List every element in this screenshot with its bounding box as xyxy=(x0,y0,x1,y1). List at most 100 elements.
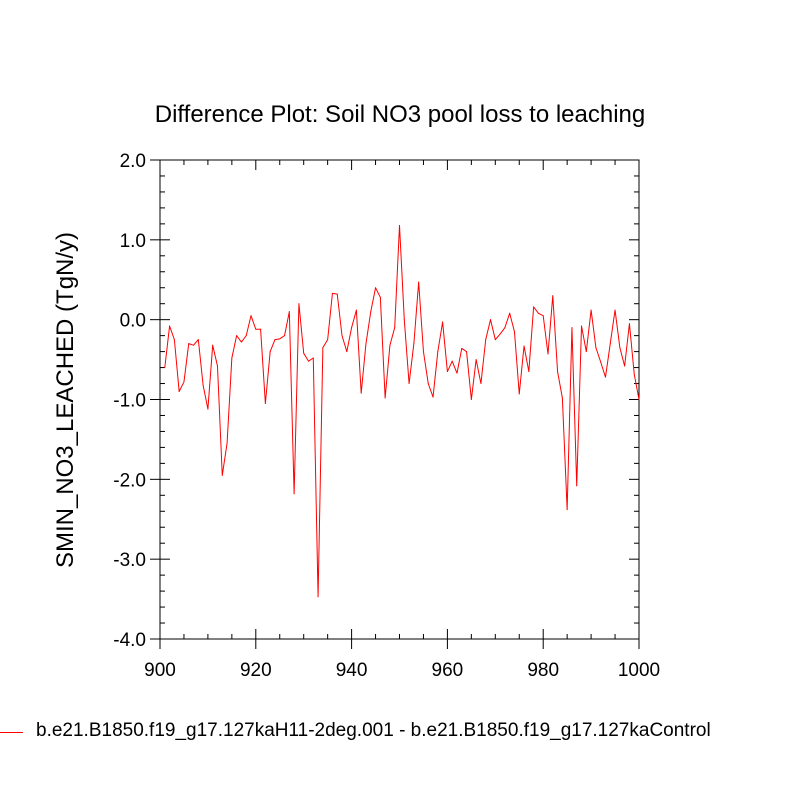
data-point xyxy=(379,296,381,298)
data-point xyxy=(499,333,501,335)
y-tick-label: -2.0 xyxy=(113,470,146,491)
data-point xyxy=(394,327,396,329)
data-point xyxy=(216,365,218,367)
y-tick-label: 2.0 xyxy=(120,151,146,172)
data-point xyxy=(600,361,602,363)
data-point xyxy=(537,312,539,314)
data-point xyxy=(542,315,544,317)
data-point xyxy=(389,344,391,346)
y-tick-label: 0.0 xyxy=(120,311,146,332)
data-point xyxy=(475,359,477,361)
x-tick-label: 1000 xyxy=(618,660,660,681)
data-point xyxy=(188,343,190,345)
data-point xyxy=(528,371,530,373)
data-point xyxy=(322,347,324,349)
data-point xyxy=(466,351,468,353)
data-point xyxy=(202,384,204,386)
data-point xyxy=(461,347,463,349)
data-point xyxy=(576,485,578,487)
data-point xyxy=(360,392,362,394)
data-point xyxy=(351,327,353,329)
data-point xyxy=(619,347,621,349)
data-point xyxy=(365,343,367,345)
legend-line-marker xyxy=(0,732,23,733)
axis-ticks xyxy=(150,159,640,649)
data-point xyxy=(585,351,587,353)
data-point xyxy=(269,351,271,353)
data-point xyxy=(384,397,386,399)
data-point xyxy=(595,347,597,349)
data-point xyxy=(513,331,515,333)
data-point xyxy=(327,339,329,341)
data-point xyxy=(557,371,559,373)
data-point xyxy=(437,351,439,353)
data-point xyxy=(504,327,506,329)
data-point xyxy=(245,335,247,337)
data-point xyxy=(336,293,338,295)
legend-entry: b.e21.B1850.f19_g17.127kaH11-2deg.001 - … xyxy=(36,720,711,741)
data-points xyxy=(164,224,640,598)
data-point xyxy=(169,325,171,327)
data-point xyxy=(178,391,180,393)
data-point xyxy=(183,381,185,383)
data-point xyxy=(164,367,166,369)
data-point xyxy=(260,328,262,330)
data-point xyxy=(418,281,420,283)
data-point xyxy=(624,365,626,367)
data-point xyxy=(303,352,305,354)
data-point xyxy=(231,357,233,359)
y-tick-label: -4.0 xyxy=(113,630,146,651)
data-point xyxy=(408,383,410,385)
data-point xyxy=(604,376,606,378)
data-point xyxy=(446,371,448,373)
data-point xyxy=(264,402,266,404)
data-point xyxy=(523,345,525,347)
data-point xyxy=(451,360,453,362)
x-tick-label: 900 xyxy=(144,660,176,681)
data-point xyxy=(173,339,175,341)
data-point xyxy=(236,335,238,337)
data-point xyxy=(485,339,487,341)
data-point xyxy=(193,344,195,346)
data-point xyxy=(274,339,276,341)
data-point xyxy=(255,328,257,330)
data-point xyxy=(288,311,290,313)
y-tick-label: -3.0 xyxy=(113,550,146,571)
data-point xyxy=(552,295,554,297)
data-point xyxy=(422,351,424,353)
tick-labels: 900 920 940 960 980 1000 -4.0 -3.0 -2.0 -1.0 0.0 1.… xyxy=(113,151,660,681)
data-point xyxy=(614,309,616,311)
data-point xyxy=(331,292,333,294)
data-point xyxy=(284,335,286,337)
series-line xyxy=(164,224,640,598)
data-point xyxy=(470,399,472,400)
data-point xyxy=(399,224,400,226)
data-point xyxy=(609,343,611,345)
data-point xyxy=(197,339,199,341)
data-point xyxy=(293,493,295,495)
data-point xyxy=(427,383,429,385)
data-point xyxy=(628,323,630,325)
x-tick-label: 960 xyxy=(432,660,464,681)
data-point xyxy=(509,312,511,314)
y-tick-label: -1.0 xyxy=(113,391,146,412)
data-point xyxy=(413,343,415,345)
chart-title: Difference Plot: Soil NO3 pool loss to l… xyxy=(154,101,646,128)
x-tick-label: 920 xyxy=(240,660,272,681)
data-point xyxy=(442,321,444,323)
data-point xyxy=(312,357,314,359)
data-point xyxy=(571,327,573,329)
data-point xyxy=(375,287,377,289)
data-point xyxy=(561,397,563,399)
data-point xyxy=(307,360,309,362)
data-point xyxy=(221,474,223,476)
data-point xyxy=(355,309,357,311)
data-point xyxy=(346,351,348,353)
data-point xyxy=(317,596,319,598)
data-point xyxy=(212,344,214,346)
data-point xyxy=(226,442,228,444)
data-point xyxy=(633,373,635,375)
data-point xyxy=(581,325,583,327)
data-point xyxy=(494,339,496,341)
